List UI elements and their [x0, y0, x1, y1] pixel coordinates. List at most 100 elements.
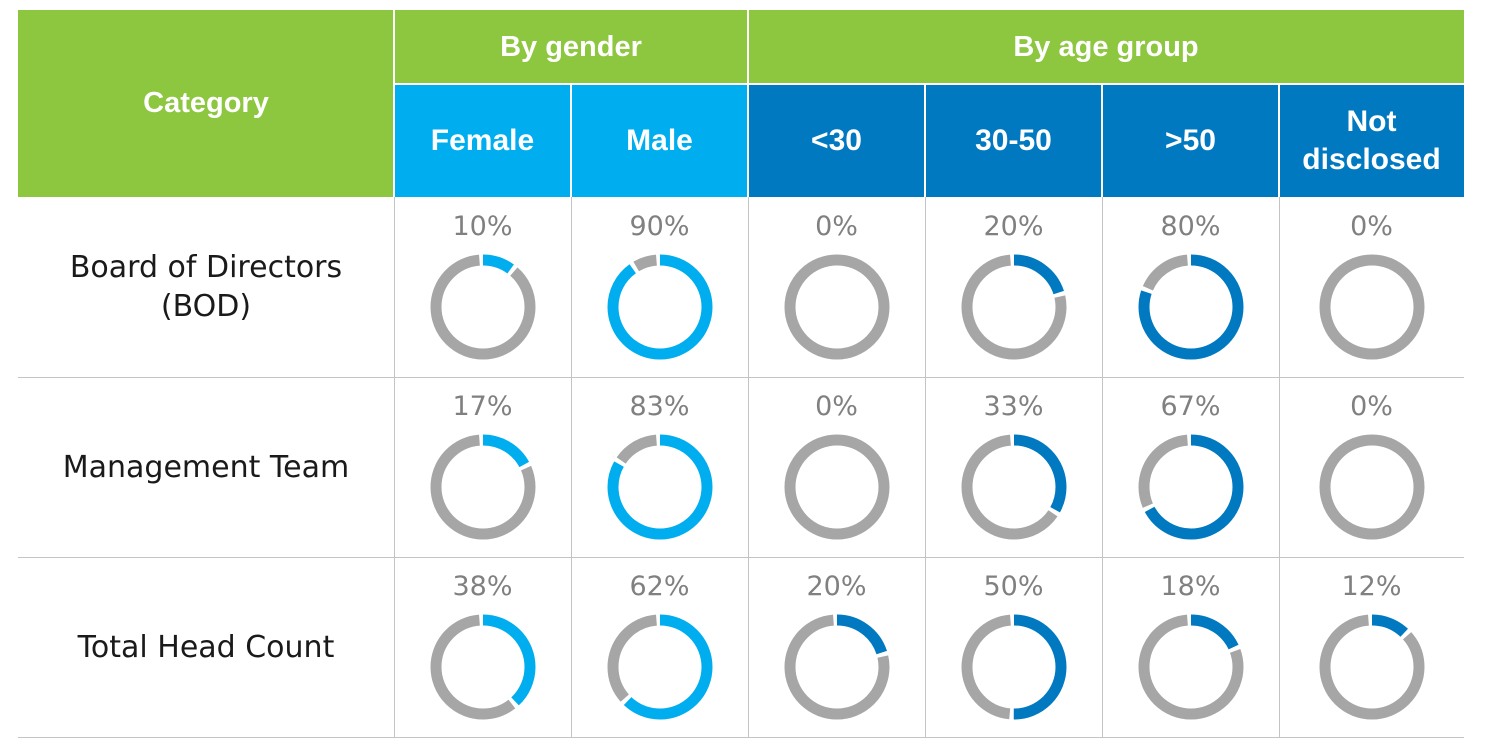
header-divider [1101, 84, 1103, 197]
donut-30 [784, 614, 889, 720]
column-label-not-disclosed: Not disclosed [1302, 105, 1441, 176]
grid-line [1279, 197, 1280, 737]
category-header-label: Category [143, 87, 269, 120]
value-label-not-disclosed: 0% [1350, 211, 1393, 242]
grid-line [18, 737, 1464, 738]
donut-50 [1138, 254, 1243, 360]
donut-value-arc [607, 614, 712, 720]
donut-30-50 [961, 254, 1066, 360]
donut-female [430, 614, 535, 720]
grid-line [1102, 197, 1103, 737]
row-label-total-head-count: Total Head Count [18, 557, 394, 737]
donut-remainder-arc [430, 254, 535, 360]
donut-value-arc [1138, 614, 1243, 720]
donut-value-arc [430, 614, 535, 720]
donut-value-arc [430, 434, 535, 540]
value-label-30: 20% [806, 571, 867, 602]
column-label-male: Male [626, 123, 693, 157]
donut-remainder-arc [1319, 254, 1424, 360]
column-label-over-50: >50 [1165, 123, 1216, 157]
donut-female [430, 434, 535, 540]
header-divider [393, 10, 395, 197]
header-divider [570, 84, 572, 197]
column-label-30-50: 30-50 [975, 123, 1052, 157]
donut-value-arc [961, 434, 1066, 540]
header-divider [1278, 84, 1280, 197]
by-gender-label: By gender [500, 30, 642, 63]
value-label-50: 67% [1160, 391, 1221, 422]
donut-remainder-arc [430, 434, 535, 540]
donut-value-arc [1138, 254, 1243, 360]
value-label-30: 0% [815, 391, 858, 422]
donut-female [430, 254, 535, 360]
donut-remainder-arc [784, 614, 889, 720]
donut-remainder-arc [961, 614, 1066, 720]
donut-remainder-arc [1138, 614, 1243, 720]
donut-remainder-arc [607, 614, 712, 720]
value-label-male: 83% [629, 391, 690, 422]
row-label-text: Board of Directors (BOD) [69, 250, 343, 324]
value-label-not-disclosed: 12% [1341, 571, 1402, 602]
column-header-male: Male [571, 84, 748, 197]
column-header-30-50: 30-50 [925, 84, 1102, 197]
donut-not-disclosed [1319, 254, 1424, 360]
row-label-management-team: Management Team [18, 377, 394, 557]
donut-value-arc [607, 434, 712, 540]
grid-line [748, 197, 749, 737]
value-label-male: 62% [629, 571, 690, 602]
value-label-female: 38% [452, 571, 513, 602]
column-header-under-30: <30 [748, 84, 925, 197]
value-label-30-50: 20% [983, 211, 1044, 242]
grid-line [571, 197, 572, 737]
grid-line [394, 197, 395, 737]
donut-50 [1138, 434, 1243, 540]
value-label-female: 10% [452, 211, 513, 242]
donut-remainder-arc [784, 434, 889, 540]
value-label-male: 90% [629, 211, 690, 242]
donut-value-arc [961, 254, 1066, 360]
value-label-30-50: 50% [983, 571, 1044, 602]
by-age-group-label: By age group [1013, 30, 1199, 63]
donut-remainder-arc [430, 614, 535, 720]
donut-remainder-arc [1138, 434, 1243, 540]
grid-line [925, 197, 926, 737]
header-divider [924, 84, 926, 197]
donut-50 [1138, 614, 1243, 720]
grid-line [18, 377, 1464, 378]
donut-30 [784, 434, 889, 540]
value-label-30: 0% [815, 211, 858, 242]
donut-value-arc [1319, 614, 1424, 720]
donut-remainder-arc [961, 254, 1066, 360]
donut-value-arc [607, 254, 712, 360]
donut-value-arc [1138, 434, 1243, 540]
donut-30-50 [961, 614, 1066, 720]
value-label-30-50: 33% [983, 391, 1044, 422]
header-divider [394, 83, 1464, 85]
header-divider [747, 10, 749, 197]
column-header-over-50: >50 [1102, 84, 1279, 197]
row-label-text: Management Team [62, 449, 350, 485]
column-label-under-30: <30 [811, 123, 862, 157]
value-label-female: 17% [452, 391, 513, 422]
donut-30 [784, 254, 889, 360]
row-label-board-of-directors: Board of Directors (BOD) [18, 197, 394, 377]
donut-male [607, 614, 712, 720]
category-header: Category [18, 10, 394, 197]
donut-male [607, 434, 712, 540]
by-gender-header: By gender [394, 10, 748, 84]
value-label-50: 80% [1160, 211, 1221, 242]
value-label-50: 18% [1160, 571, 1221, 602]
grid-line [18, 557, 1464, 558]
donut-remainder-arc [961, 434, 1066, 540]
donut-value-arc [961, 614, 1066, 720]
value-label-not-disclosed: 0% [1350, 391, 1393, 422]
donut-value-arc [784, 614, 889, 720]
donut-not-disclosed [1319, 434, 1424, 540]
column-header-not-disclosed: Not disclosed [1279, 84, 1464, 197]
donut-remainder-arc [1319, 614, 1424, 720]
donut-male [607, 254, 712, 360]
donut-value-arc [430, 254, 535, 360]
row-label-text: Total Head Count [77, 629, 335, 665]
column-label-female: Female [430, 123, 535, 157]
